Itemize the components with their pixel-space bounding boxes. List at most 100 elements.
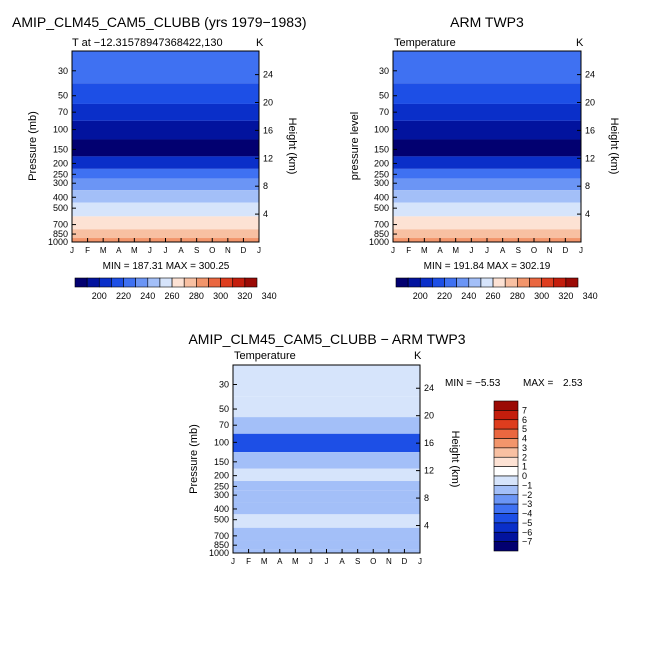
colorbar-swatch bbox=[86, 277, 100, 288]
y-axis-right: 24 20 16 12 8 4 bbox=[577, 70, 595, 219]
y-tick-label: 500 bbox=[374, 203, 389, 213]
contour-band bbox=[233, 527, 420, 541]
colorbar-swatch bbox=[493, 438, 519, 449]
y-tick-label: 50 bbox=[379, 91, 389, 101]
x-tick-label: D bbox=[562, 246, 568, 255]
colorbar-swatch bbox=[468, 277, 482, 288]
colorbar-swatch bbox=[98, 277, 112, 288]
x-tick-label: S bbox=[194, 246, 199, 255]
contour-band bbox=[233, 540, 420, 550]
y-tick-label: 200 bbox=[374, 158, 389, 168]
colorbar-label: −2 bbox=[522, 490, 532, 500]
y-tick-label: 50 bbox=[58, 91, 68, 101]
stats-min-value: −5.53 bbox=[475, 378, 501, 389]
y-tick-label: 400 bbox=[53, 192, 68, 202]
stats-min-label: MIN = bbox=[445, 378, 472, 389]
y-tick-label: 250 bbox=[214, 481, 229, 491]
colorbar-swatch bbox=[493, 522, 519, 533]
colorbar-swatch bbox=[123, 277, 136, 288]
y-tick-label: 300 bbox=[374, 178, 389, 188]
contour-band bbox=[393, 178, 581, 191]
colorbar-swatch bbox=[493, 494, 519, 505]
x-tick-label: J bbox=[325, 557, 329, 566]
stats-label: MIN = 187.31 MAX = 300.25 bbox=[103, 261, 230, 272]
colorbar-label: 220 bbox=[437, 291, 452, 301]
contour-band bbox=[233, 514, 420, 528]
contour-band bbox=[72, 120, 259, 140]
x-tick-label: M bbox=[261, 557, 268, 566]
x-tick-label: M bbox=[452, 246, 459, 255]
y-right-tick-label: 24 bbox=[585, 70, 595, 80]
colorbar-label: 5 bbox=[522, 424, 527, 434]
x-tick-label: J bbox=[148, 246, 152, 255]
colorbar-label: 280 bbox=[189, 291, 204, 301]
panel-subtitle-right: K bbox=[414, 350, 422, 362]
x-tick-label: F bbox=[246, 557, 251, 566]
colorbar-swatch bbox=[171, 277, 185, 288]
y-tick-label: 850 bbox=[214, 540, 229, 550]
contour-band bbox=[72, 139, 259, 157]
colorbar-label: −1 bbox=[522, 480, 532, 490]
y-right-tick-label: 20 bbox=[263, 98, 273, 108]
x-tick-label: J bbox=[309, 557, 313, 566]
colorbar-label: 220 bbox=[116, 291, 131, 301]
x-tick-label: O bbox=[370, 557, 376, 566]
contour-fill bbox=[233, 365, 420, 553]
colorbar: 200 220 240 260 280 300 320 340 bbox=[395, 277, 598, 301]
colorbar-swatch bbox=[244, 277, 258, 288]
y-right-tick-label: 4 bbox=[263, 209, 268, 219]
y-right-tick-label: 24 bbox=[263, 70, 273, 80]
x-tick-label: O bbox=[531, 246, 537, 255]
y-right-tick-label: 4 bbox=[585, 209, 590, 219]
colorbar-label: 340 bbox=[262, 291, 277, 301]
x-tick-label: J bbox=[164, 246, 168, 255]
y-right-tick-label: 16 bbox=[585, 125, 595, 135]
y-axis-right-label: Height (km) bbox=[449, 431, 461, 488]
panel-difference: AMIP_CLM45_CAM5_CLUBB − ARM TWP3 Tempera… bbox=[188, 331, 583, 566]
colorbar-label: 240 bbox=[140, 291, 155, 301]
y-tick-label: 500 bbox=[214, 515, 229, 525]
colorbar-label: 260 bbox=[486, 291, 501, 301]
x-tick-label: J bbox=[485, 246, 489, 255]
y-tick-label: 400 bbox=[214, 504, 229, 514]
panel-title: AMIP_CLM45_CAM5_CLUBB − ARM TWP3 bbox=[188, 331, 465, 347]
contour-band bbox=[233, 452, 420, 469]
colorbar-swatch bbox=[493, 503, 519, 514]
panel-subtitle-left: Temperature bbox=[234, 350, 296, 362]
colorbar-label: −5 bbox=[522, 518, 532, 528]
colorbar-label: 2 bbox=[522, 452, 527, 462]
contour-band bbox=[233, 490, 420, 503]
colorbar-swatch bbox=[493, 419, 519, 430]
y-tick-label: 1000 bbox=[48, 237, 68, 247]
colorbar-label: 320 bbox=[558, 291, 573, 301]
colorbar-label: 320 bbox=[237, 291, 252, 301]
y-tick-label: 850 bbox=[53, 229, 68, 239]
y-right-tick-label: 20 bbox=[424, 411, 434, 421]
colorbar-swatch bbox=[493, 456, 519, 467]
colorbar-label: 300 bbox=[534, 291, 549, 301]
contour-band bbox=[233, 417, 420, 434]
x-tick-label: M bbox=[100, 246, 107, 255]
contour-band bbox=[393, 51, 581, 84]
x-tick-label: J bbox=[391, 246, 395, 255]
contour-band bbox=[393, 202, 581, 217]
y-right-tick-label: 4 bbox=[424, 521, 429, 531]
colorbar-swatch bbox=[444, 277, 457, 288]
contour-band bbox=[72, 178, 259, 191]
x-tick-label: D bbox=[241, 246, 247, 255]
colorbar-swatch bbox=[111, 277, 124, 288]
panel-observed-temperature: ARM TWP3 Temperature K 30507010015020025… bbox=[349, 14, 620, 301]
x-tick-label: A bbox=[339, 557, 345, 566]
x-tick-label: A bbox=[437, 246, 443, 255]
y-tick-label: 1000 bbox=[369, 237, 389, 247]
colorbar-label: −3 bbox=[522, 499, 532, 509]
y-tick-label: 50 bbox=[219, 404, 229, 414]
contour-band bbox=[72, 51, 259, 84]
contour-band bbox=[233, 396, 420, 418]
colorbar-swatch bbox=[208, 277, 221, 288]
panel-model-temperature: AMIP_CLM45_CAM5_CLUBB (yrs 1979−1983) T … bbox=[12, 14, 307, 301]
